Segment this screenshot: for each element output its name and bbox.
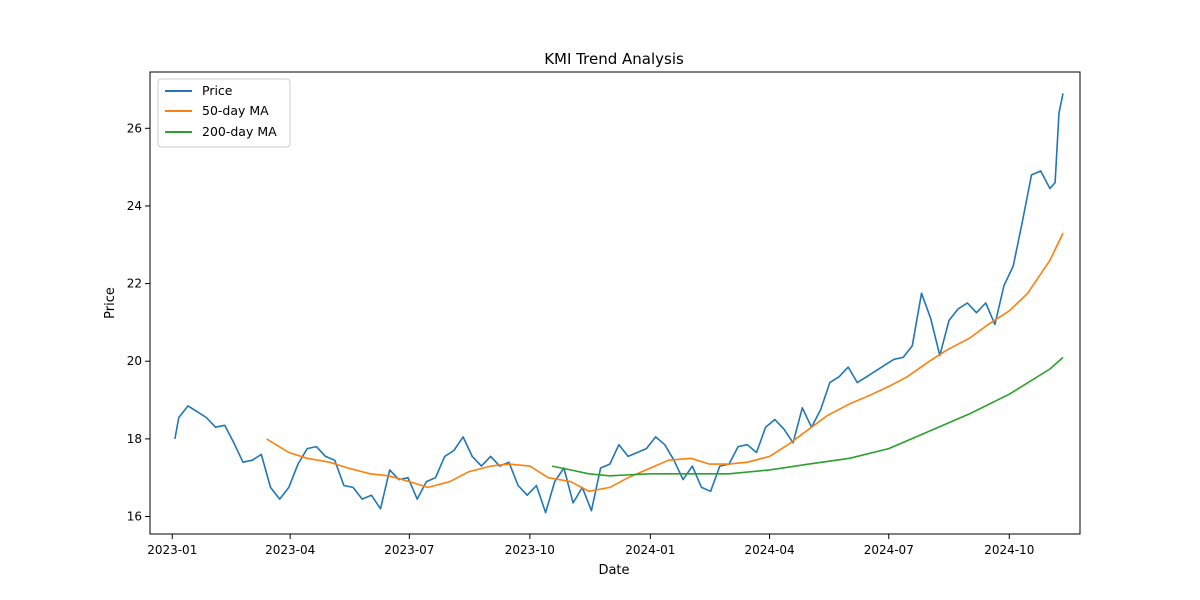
plot-area-frame xyxy=(149,71,1081,535)
x-axis: 2023-01 2023-04 2023-07 2023-10 2024-01 2024-… xyxy=(147,534,1034,557)
x-axis-label: Date xyxy=(598,563,629,578)
legend-label-50-day-ma: 50-day MA xyxy=(202,103,269,118)
chart-title: KMI Trend Analysis xyxy=(544,50,684,68)
y-tick-label: 18 xyxy=(127,432,142,446)
legend-box xyxy=(157,78,291,148)
series-200-day-ma xyxy=(551,356,1064,477)
legend-label-price: Price xyxy=(202,83,233,98)
series-price xyxy=(174,93,1064,514)
x-tick-label: 2023-10 xyxy=(505,543,555,557)
series-layer xyxy=(174,93,1064,514)
y-axis-label: Price xyxy=(103,287,118,319)
y-tick-label: 16 xyxy=(127,510,142,524)
x-tick-label: 2024-04 xyxy=(744,543,794,557)
x-tick-label: 2024-01 xyxy=(625,543,675,557)
legend: Price 50-day MA 200-day MA xyxy=(157,78,291,148)
y-tick-label: 22 xyxy=(127,277,142,291)
y-axis: 16 18 20 22 24 26 xyxy=(127,121,150,524)
series-50-day-ma xyxy=(266,232,1064,493)
series-line xyxy=(266,232,1064,493)
y-tick-label: 26 xyxy=(127,121,142,135)
y-tick-label: 20 xyxy=(127,354,142,368)
x-tick-label: 2024-10 xyxy=(984,543,1034,557)
x-tick-label: 2023-04 xyxy=(265,543,315,557)
y-tick-label: 24 xyxy=(127,199,142,213)
x-tick-label: 2023-07 xyxy=(384,543,434,557)
series-line xyxy=(551,356,1064,477)
x-tick-label: 2023-01 xyxy=(147,543,197,557)
legend-label-200-day-ma: 200-day MA xyxy=(202,124,277,139)
x-tick-label: 2024-07 xyxy=(864,543,914,557)
series-line xyxy=(174,93,1064,514)
